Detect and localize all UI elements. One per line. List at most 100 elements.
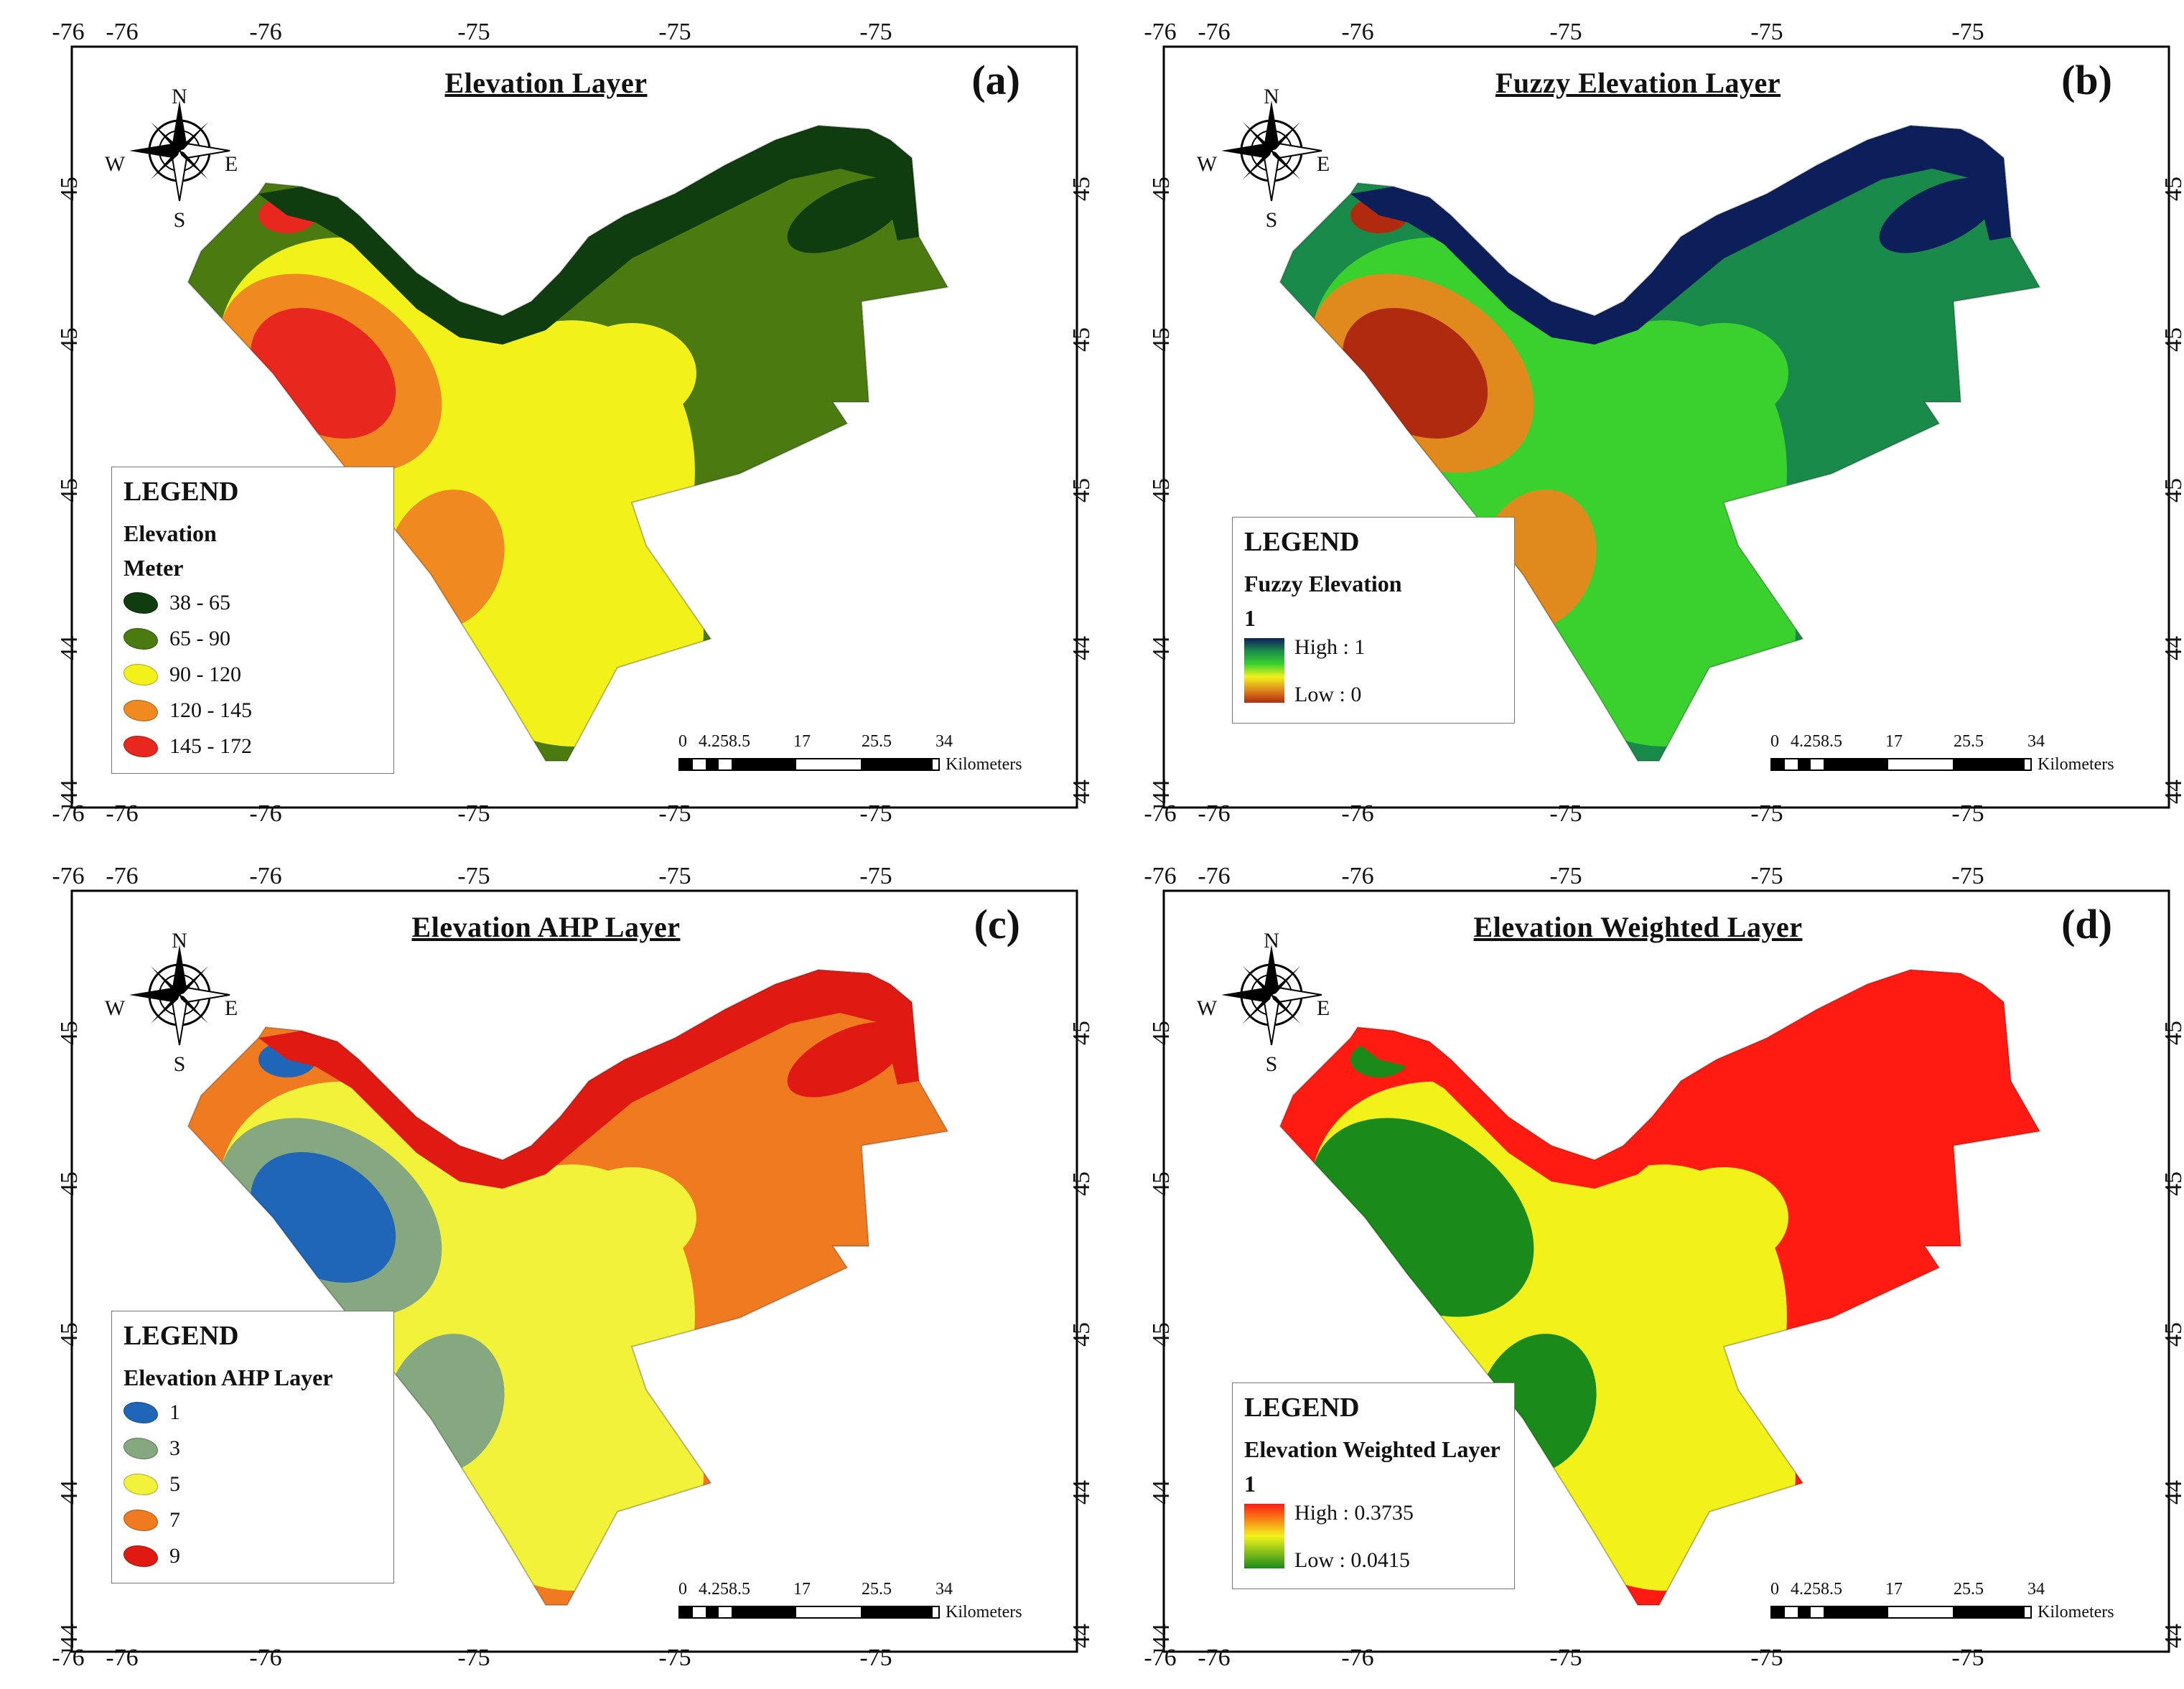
scale-tick-label: 17 xyxy=(793,1580,811,1599)
legend-item: 1 xyxy=(123,1395,382,1431)
x-tick-label: -76 xyxy=(1341,800,1374,827)
x-tick-edge: -76 xyxy=(52,19,85,45)
y-tick-label: 44 xyxy=(56,1624,83,1648)
x-tick-label: -75 xyxy=(859,1644,892,1671)
compass-s-label: S xyxy=(1265,1052,1278,1076)
scale-tick-label: 4.25 xyxy=(699,732,729,751)
x-tick-label: -75 xyxy=(457,1644,490,1671)
y-tick-label: 45 xyxy=(1148,1322,1175,1347)
scale-tick-label: 25.5 xyxy=(862,732,892,751)
scale-tick-label: 0 xyxy=(678,732,687,751)
x-tick-label: -76 xyxy=(106,19,139,45)
panel-label: (c) xyxy=(974,901,1020,948)
y-tick-label: 45 xyxy=(2160,1322,2184,1347)
x-tick-label: -76 xyxy=(1341,863,1374,889)
panel-title: Elevation AHP Layer xyxy=(411,911,681,943)
map-panel-c: N S E W Elevation AHP Layer (c) -76 -76 -76 -76 -7… xyxy=(0,844,1095,1688)
compass-w-label: W xyxy=(1196,152,1218,176)
map-panel-d: N S E W Elevation Weighted Layer (d) -76 -76 -76… xyxy=(1092,844,2184,1688)
legend-subtitle: Elevation Weighted Layer xyxy=(1244,1436,1501,1462)
x-tick-edge: -76 xyxy=(52,863,85,889)
compass-n-label: N xyxy=(1264,929,1279,953)
y-tick-label: 44 xyxy=(1148,1480,1175,1505)
scale-tick-label: 8.5 xyxy=(729,1580,750,1599)
legend-high-label: High : 1 xyxy=(1294,635,1366,659)
region-low-zone xyxy=(1350,970,2011,1189)
scale-tick-label: 34 xyxy=(2027,1580,2045,1599)
legend-item: 9 xyxy=(123,1538,382,1574)
legend-gradient-bar xyxy=(1244,1504,1284,1568)
y-tick-label: 44 xyxy=(1148,1624,1175,1648)
x-tick-label: -76 xyxy=(106,800,139,827)
x-tick-label: -75 xyxy=(1750,19,1783,45)
y-tick-label: 45 xyxy=(56,1171,83,1196)
legend-item: 3 xyxy=(123,1431,382,1466)
legend-item-label: 1 xyxy=(169,1400,180,1424)
x-tick-label: -75 xyxy=(1750,800,1783,827)
compass-w-label: W xyxy=(104,996,126,1020)
y-tick-label: 45 xyxy=(1148,1171,1175,1196)
legend-box: LEGEND Elevation Weighted Layer 1 High : 0… xyxy=(1232,1382,1515,1589)
x-tick-label: -76 xyxy=(1198,19,1231,45)
scale-tick-label: 0 xyxy=(678,1580,687,1599)
scale-tick-label: 34 xyxy=(935,732,953,751)
legend-swatch xyxy=(123,664,158,686)
map-canvas xyxy=(70,889,1078,1653)
panel-label: (a) xyxy=(971,57,1020,103)
x-tick-label: -76 xyxy=(106,863,139,889)
legend-swatch xyxy=(123,736,158,757)
x-tick-label: -76 xyxy=(249,863,282,889)
scale-tick-label: 34 xyxy=(935,1580,953,1599)
scale-tick-label: 25.5 xyxy=(862,1580,892,1599)
x-tick-label: -76 xyxy=(1341,1644,1374,1671)
x-tick-label: -76 xyxy=(1198,800,1231,827)
x-tick-label: -75 xyxy=(1750,863,1783,889)
y-tick-label: 45 xyxy=(56,1322,83,1347)
x-tick-label: -75 xyxy=(1750,1644,1783,1671)
x-tick-edge: -76 xyxy=(52,1644,85,1671)
x-tick-label: -75 xyxy=(457,800,490,827)
legend-swatch xyxy=(123,592,158,614)
x-tick-label: -76 xyxy=(106,1644,139,1671)
compass-rose-icon xyxy=(1221,100,1322,202)
compass-w-label: W xyxy=(104,152,126,176)
legend-heading: LEGEND xyxy=(1244,1393,1360,1423)
x-tick-label: -75 xyxy=(658,1644,691,1671)
legend-subtitle-2: Meter xyxy=(123,555,184,581)
y-tick-label: 44 xyxy=(2160,1480,2184,1505)
x-tick-edge: -76 xyxy=(52,800,85,827)
x-tick-label: -75 xyxy=(658,863,691,889)
legend-item-label: 90 - 120 xyxy=(169,663,241,686)
x-tick-label: -75 xyxy=(457,19,490,45)
y-tick-label: 44 xyxy=(1148,780,1175,804)
scale-bar-segments xyxy=(1770,1606,2032,1619)
x-tick-label: -76 xyxy=(249,19,282,45)
legend-item-label: 5 xyxy=(169,1472,180,1496)
compass-rose-icon xyxy=(129,945,230,1046)
legend-item: 7 xyxy=(123,1502,382,1538)
y-tick-label: 44 xyxy=(56,636,83,660)
scale-bar-segments xyxy=(1770,758,2032,771)
panel-label: (b) xyxy=(2061,57,2112,103)
legend-box: LEGEND Fuzzy Elevation 1 High : 1 Low : 0 xyxy=(1232,517,1515,724)
legend-swatch xyxy=(123,1438,158,1459)
x-tick-label: -75 xyxy=(1549,800,1582,827)
legend-item-label: 7 xyxy=(169,1508,180,1532)
legend-subtitle: Elevation AHP Layer xyxy=(123,1365,333,1390)
scale-bar-segments xyxy=(678,758,940,771)
legend-item-label: 65 - 90 xyxy=(169,627,230,650)
x-tick-label: -75 xyxy=(658,800,691,827)
legend-item: 90 - 120 xyxy=(123,657,382,693)
scale-tick-label: 34 xyxy=(2027,732,2045,751)
x-tick-label: -76 xyxy=(249,1644,282,1671)
legend-subtitle-2: 1 xyxy=(1244,605,1256,631)
legend-low-label: Low : 0.0415 xyxy=(1294,1548,1410,1572)
scale-tick-label: 0 xyxy=(1770,732,1779,751)
x-tick-label: -75 xyxy=(1951,863,1984,889)
scale-tick-label: 4.25 xyxy=(1791,732,1821,751)
region-low-zone xyxy=(258,970,919,1189)
map-canvas xyxy=(70,45,1078,809)
scale-tick-label: 4.25 xyxy=(699,1580,729,1599)
y-tick-label: 45 xyxy=(2160,177,2184,201)
y-tick-label: 45 xyxy=(1148,1021,1175,1045)
